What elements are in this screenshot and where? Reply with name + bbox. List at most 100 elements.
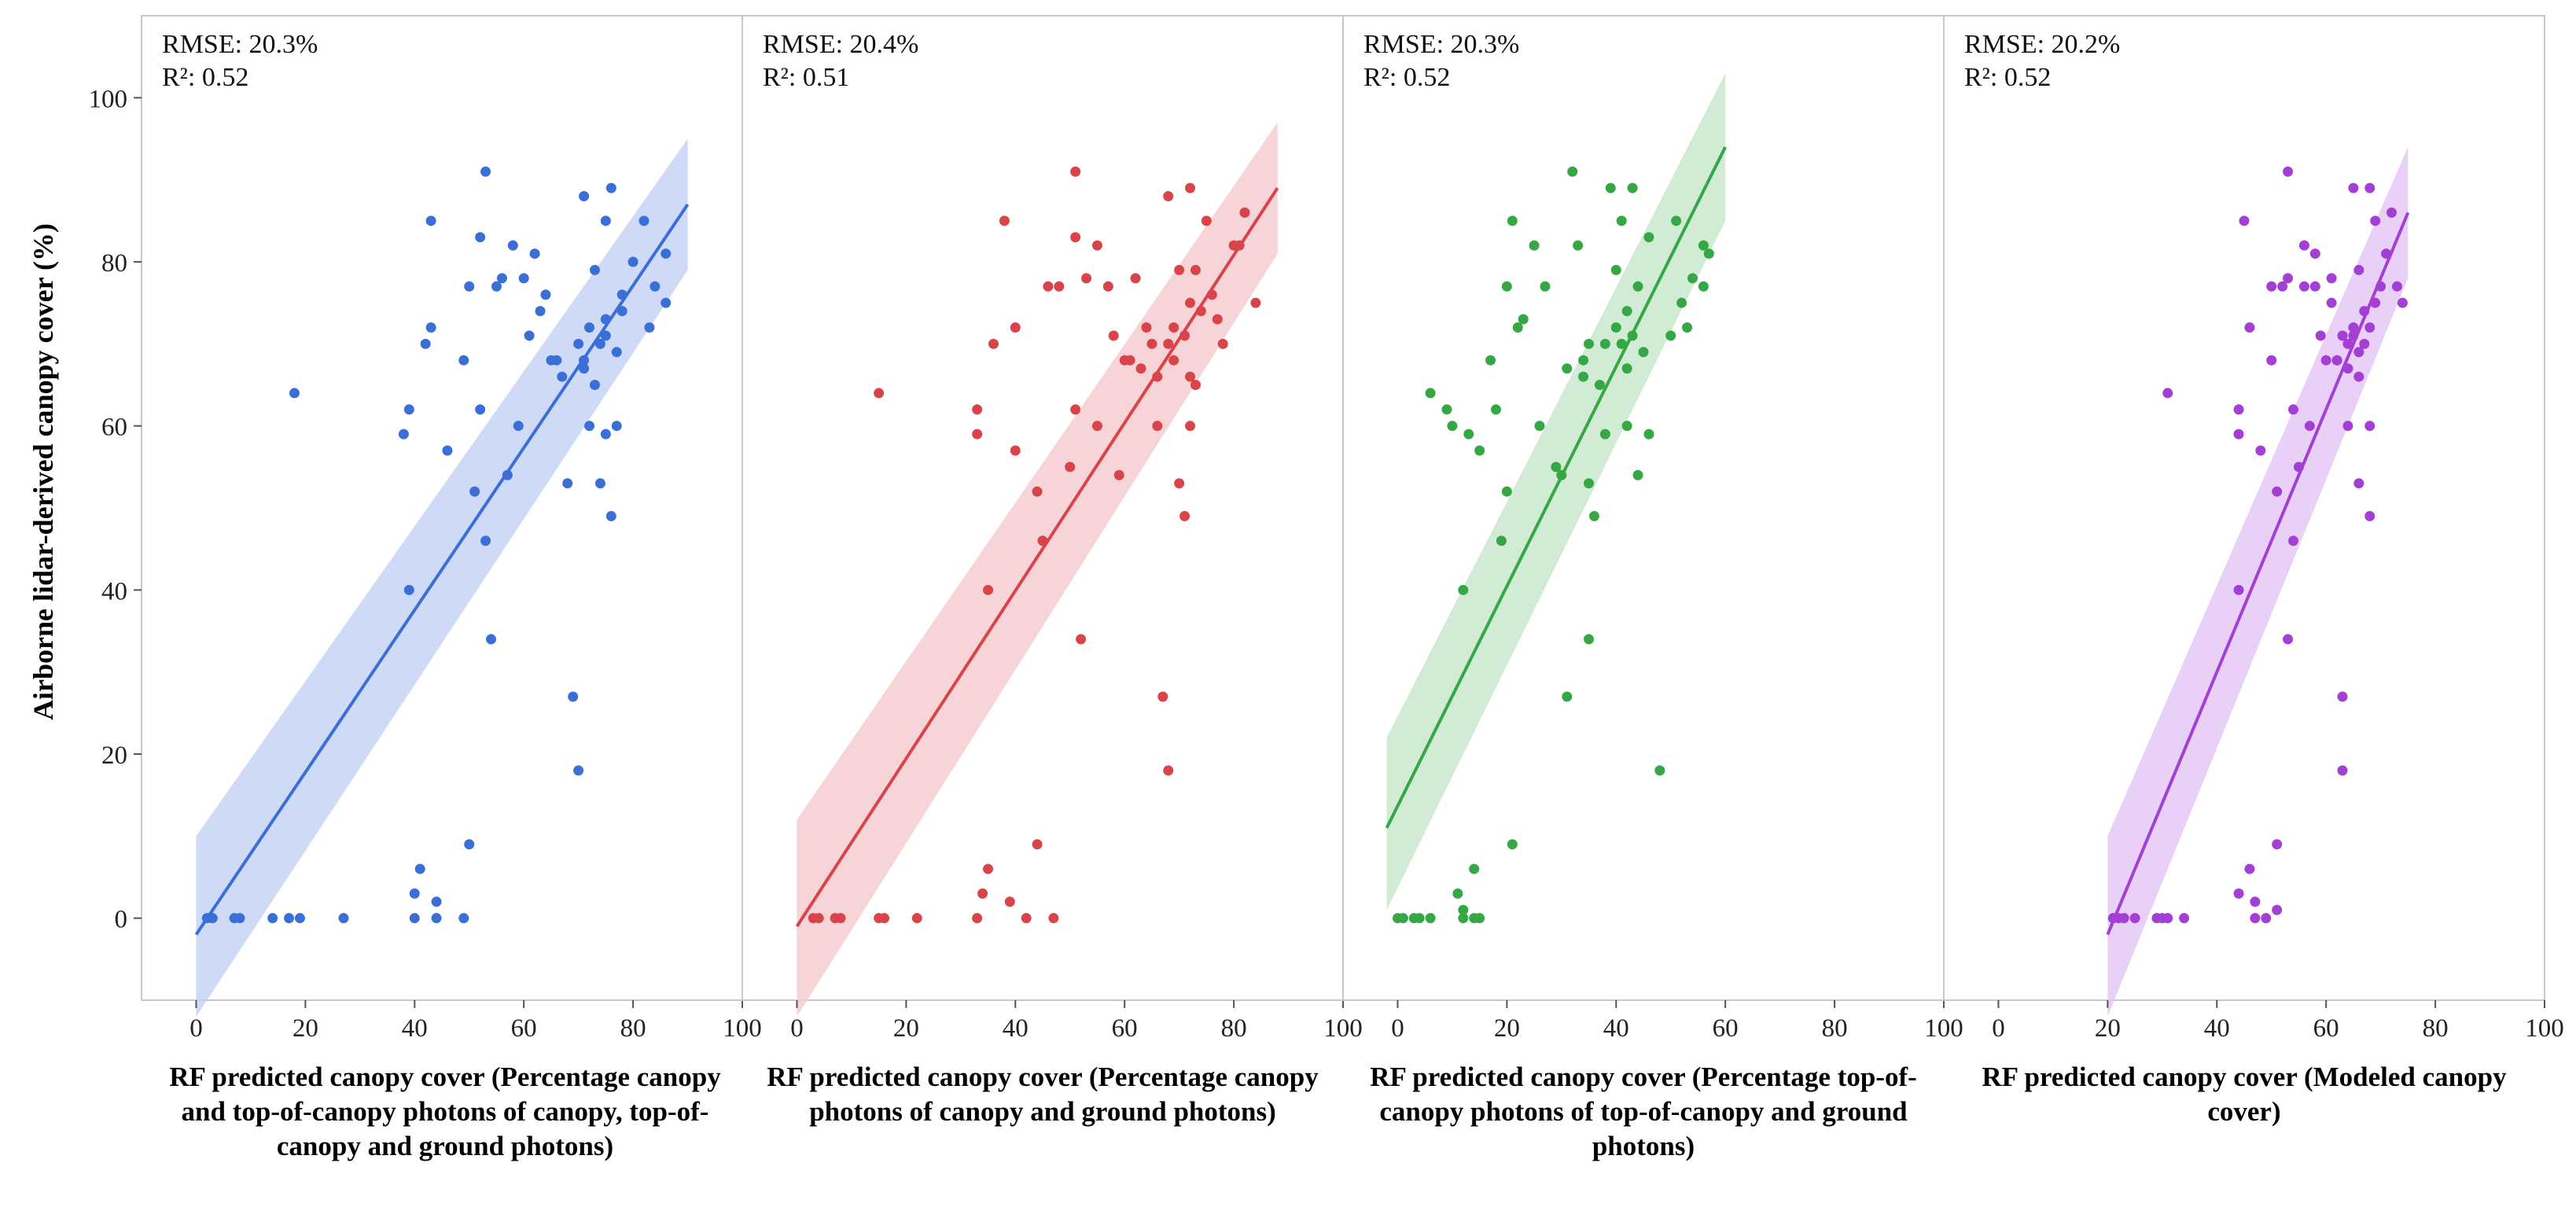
panel-4-point — [2348, 330, 2359, 341]
panel-1-point — [420, 338, 431, 349]
panel-1-point — [403, 584, 414, 595]
panel-1-point — [513, 421, 524, 432]
panel-2-point — [1163, 765, 1174, 776]
y-tick-label: 60 — [101, 414, 127, 442]
panel-4-point — [2255, 445, 2266, 456]
panel-4-rmse: RMSE: 20.2% — [1964, 30, 2121, 59]
panel-4-point — [2309, 248, 2320, 259]
panel-1-x-tick-label: 60 — [511, 1014, 537, 1043]
panel-4-point — [2233, 888, 2244, 899]
panel-3-point — [1540, 281, 1551, 292]
panel-1-point — [480, 166, 491, 177]
panel-1-point — [469, 486, 480, 497]
panel-1-point — [557, 371, 568, 382]
panel-4-point — [2233, 404, 2244, 415]
panel-2-point — [1185, 421, 1196, 432]
panel-1-point — [605, 182, 616, 193]
panel-1-point — [638, 215, 650, 226]
panel-2-point — [1190, 380, 1201, 390]
panel-4-point — [2272, 839, 2283, 850]
panel-2-x-tick-label: 0 — [790, 1014, 804, 1043]
panel-3-point — [1584, 478, 1595, 489]
panel-4-point — [2364, 322, 2375, 333]
panel-4-point — [2179, 913, 2190, 924]
panel-3-point — [1507, 839, 1518, 850]
panel-3-x-tick-label: 0 — [1391, 1014, 1404, 1043]
panel-1-point — [568, 691, 579, 702]
panel-3-point — [1441, 404, 1452, 415]
panel-1-point — [431, 913, 442, 924]
panel-2-point — [1004, 896, 1015, 907]
panel-3-point — [1584, 338, 1595, 349]
panel-4-point — [2337, 691, 2348, 702]
panel-4-point — [2304, 421, 2315, 432]
panel-1-point — [464, 281, 475, 292]
y-tick-label: 20 — [101, 741, 127, 770]
panel-1-confidence-band — [196, 138, 688, 1017]
panel-3-point — [1616, 338, 1627, 349]
panel-2-point — [1091, 421, 1102, 432]
panel-4-point — [2326, 297, 2337, 308]
panel-2-point — [1054, 281, 1065, 292]
panel-4-point — [2337, 330, 2348, 341]
panel-3-point — [1698, 240, 1709, 251]
panel-1-point — [605, 510, 616, 521]
panel-4-point — [2337, 765, 2348, 776]
panel-1-point — [267, 913, 278, 924]
panel-3-stats: RMSE: 20.3% R²: 0.52 — [1363, 28, 1519, 94]
panel-3-point — [1452, 888, 1463, 899]
panel-3-point — [1425, 913, 1436, 924]
panel-2-point — [1021, 913, 1032, 924]
panel-2-point — [1168, 322, 1179, 333]
panel-2-point — [972, 404, 983, 415]
panel-2-point — [1217, 338, 1228, 349]
panel-4-point — [2261, 913, 2272, 924]
panel-4-point — [2272, 904, 2283, 915]
panel-1-point — [284, 913, 295, 924]
panel-1-point — [524, 330, 535, 341]
panel-2-point — [1037, 535, 1048, 546]
panel-1-point — [475, 232, 486, 243]
panel-2-point — [1185, 182, 1196, 193]
panel-2-point — [1065, 462, 1076, 473]
panel-3-point — [1469, 863, 1480, 874]
panel-1-point — [294, 913, 305, 924]
panel-2-x-tick-label: 80 — [1221, 1014, 1247, 1043]
panel-1-x-tick-label: 40 — [402, 1014, 428, 1043]
panel-2-point — [1163, 191, 1174, 202]
panel-1-point — [398, 429, 409, 440]
panel-4-point — [2272, 486, 2283, 497]
panel-3-point — [1512, 322, 1523, 333]
panel-3-point — [1490, 404, 1501, 415]
panel-4-point — [2342, 421, 2353, 432]
panel-2-point — [983, 584, 994, 595]
panel-2-point — [874, 388, 885, 399]
panel-1-point — [600, 429, 611, 440]
panel-2-point — [1152, 421, 1163, 432]
panel-4-point — [2364, 510, 2375, 521]
panel-3-point — [1632, 469, 1643, 480]
panel-4-point — [2293, 462, 2304, 473]
panel-4-stats: RMSE: 20.2% R²: 0.52 — [1964, 28, 2120, 94]
panel-4-point — [2250, 913, 2261, 924]
panel-3-point — [1534, 421, 1545, 432]
panel-4-point — [2391, 281, 2402, 292]
panel-2-fit-line — [795, 187, 1279, 928]
panel-1-point — [518, 273, 529, 284]
panel-4-x-axis-label: RF predicted canopy cover (Modeled canop… — [1982, 1062, 2507, 1127]
panel-1-point — [442, 445, 453, 456]
panel-2-point — [879, 913, 890, 924]
panel-1-x-tick-label: 20 — [293, 1014, 318, 1043]
panel-3-point — [1627, 330, 1638, 341]
panel-1: 0 20 40 60 80 100 0 20 40 60 80 100 — [89, 15, 762, 1043]
panel-4-point — [2129, 913, 2140, 924]
panel-2-point — [1076, 634, 1087, 645]
panel-4-x-tick-label: 80 — [2423, 1014, 2449, 1043]
panel-2-point — [1212, 314, 1223, 325]
panel-3-point — [1643, 232, 1654, 243]
panel-4-r2: R²: 0.52 — [1964, 63, 2052, 92]
panel-3-point — [1507, 215, 1518, 226]
panel-1-point — [502, 469, 513, 480]
panel-4-point — [2364, 182, 2375, 193]
panel-1-point — [616, 306, 627, 317]
